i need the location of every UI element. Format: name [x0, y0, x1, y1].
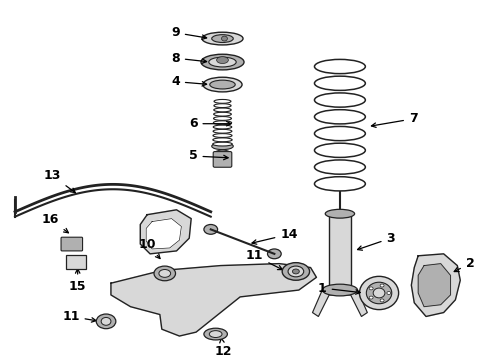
Ellipse shape [380, 284, 384, 287]
FancyBboxPatch shape [329, 214, 351, 290]
Text: 3: 3 [358, 232, 395, 250]
Ellipse shape [213, 142, 232, 146]
Polygon shape [111, 264, 317, 336]
Text: 7: 7 [371, 112, 417, 127]
Ellipse shape [212, 143, 233, 150]
Ellipse shape [282, 263, 310, 280]
Ellipse shape [217, 57, 228, 63]
Ellipse shape [215, 150, 230, 156]
Ellipse shape [214, 112, 231, 116]
Text: 9: 9 [171, 26, 207, 39]
Text: 14: 14 [252, 228, 298, 244]
Ellipse shape [315, 126, 366, 141]
Ellipse shape [210, 80, 235, 89]
Ellipse shape [293, 269, 299, 274]
Ellipse shape [101, 318, 111, 325]
Ellipse shape [214, 117, 231, 120]
FancyBboxPatch shape [66, 255, 85, 270]
Polygon shape [418, 264, 450, 307]
Ellipse shape [288, 266, 304, 277]
Ellipse shape [325, 209, 355, 218]
Ellipse shape [154, 266, 175, 281]
Ellipse shape [315, 110, 366, 124]
Polygon shape [313, 290, 368, 316]
Ellipse shape [315, 177, 366, 191]
Ellipse shape [159, 270, 171, 277]
FancyBboxPatch shape [61, 237, 83, 251]
Ellipse shape [213, 129, 232, 133]
Ellipse shape [202, 32, 243, 45]
Ellipse shape [369, 296, 373, 299]
Text: 11: 11 [246, 249, 282, 270]
Ellipse shape [360, 276, 399, 310]
Ellipse shape [214, 108, 231, 112]
Ellipse shape [209, 57, 236, 67]
Ellipse shape [203, 77, 242, 92]
Ellipse shape [204, 225, 218, 234]
Ellipse shape [322, 284, 358, 296]
Ellipse shape [204, 328, 227, 340]
Ellipse shape [367, 282, 392, 304]
Ellipse shape [212, 35, 233, 42]
Ellipse shape [315, 160, 366, 174]
Polygon shape [411, 254, 460, 316]
Text: 13: 13 [44, 169, 75, 193]
Ellipse shape [201, 54, 244, 70]
Ellipse shape [315, 59, 366, 74]
Ellipse shape [315, 143, 366, 157]
Ellipse shape [213, 134, 232, 138]
Ellipse shape [373, 288, 385, 298]
Text: 11: 11 [62, 310, 96, 323]
Ellipse shape [387, 292, 391, 294]
Ellipse shape [369, 287, 373, 290]
Ellipse shape [214, 99, 231, 103]
Ellipse shape [213, 125, 232, 129]
Polygon shape [140, 210, 191, 254]
Text: 6: 6 [189, 117, 231, 130]
Text: 5: 5 [189, 149, 228, 162]
Text: 1: 1 [318, 282, 360, 294]
Ellipse shape [214, 104, 231, 108]
FancyBboxPatch shape [213, 152, 232, 167]
Text: 16: 16 [42, 213, 69, 233]
Text: 2: 2 [454, 257, 474, 271]
Polygon shape [146, 219, 181, 249]
Ellipse shape [209, 330, 222, 338]
Ellipse shape [213, 138, 232, 142]
Text: 10: 10 [138, 238, 160, 258]
Ellipse shape [268, 249, 281, 259]
Ellipse shape [380, 299, 384, 302]
Text: 15: 15 [69, 269, 86, 293]
Ellipse shape [315, 76, 366, 90]
Text: 4: 4 [171, 75, 207, 88]
Text: 8: 8 [171, 51, 207, 65]
Ellipse shape [221, 36, 227, 41]
Ellipse shape [315, 93, 366, 107]
Ellipse shape [213, 121, 232, 125]
Text: 12: 12 [215, 338, 232, 358]
Ellipse shape [96, 314, 116, 329]
